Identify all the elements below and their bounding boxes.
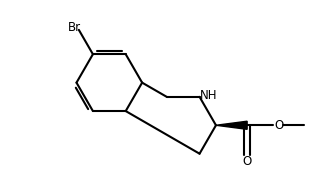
Text: Br: Br xyxy=(68,21,81,34)
Polygon shape xyxy=(216,121,247,129)
Text: NH: NH xyxy=(199,89,217,102)
Text: O: O xyxy=(274,119,283,132)
Text: O: O xyxy=(242,155,252,168)
